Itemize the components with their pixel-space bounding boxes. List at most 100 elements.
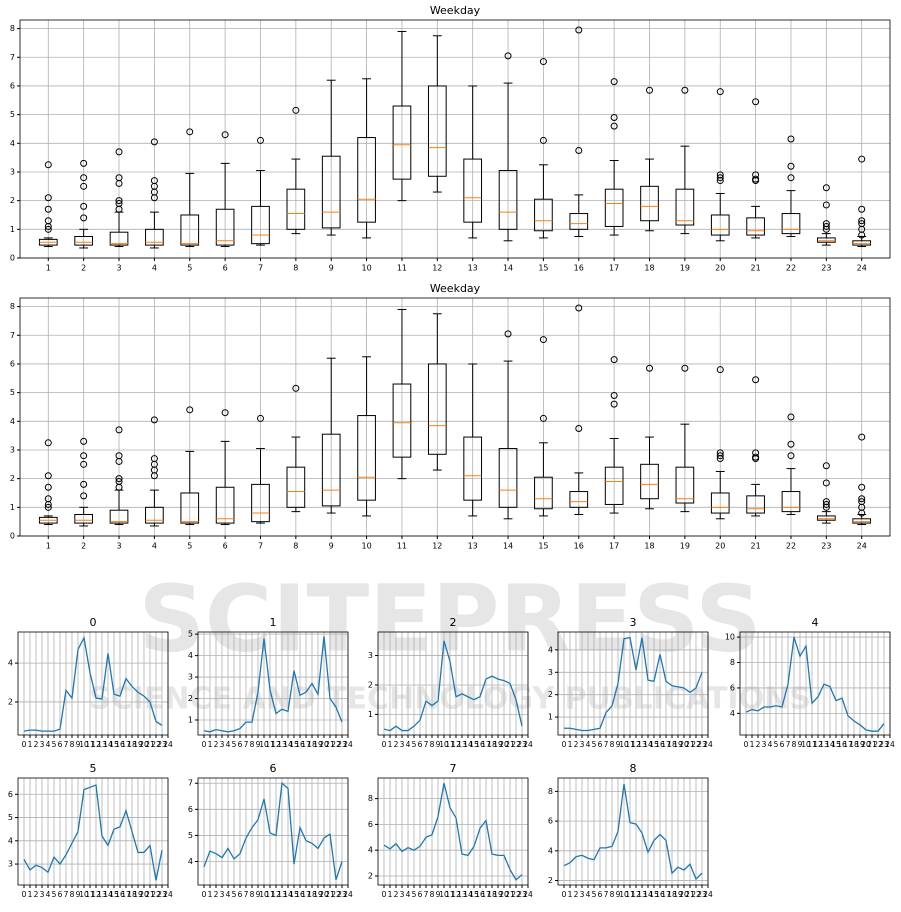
y-tick-label: 4 xyxy=(548,846,553,855)
x-tick-label: 8 xyxy=(610,890,615,899)
x-tick-label: 12 xyxy=(631,740,641,749)
outlier xyxy=(858,217,866,225)
x-tick-label: 12 xyxy=(271,740,281,749)
outlier xyxy=(80,460,88,468)
x-tick-label: 9 xyxy=(256,890,261,899)
x-tick-label: 12 xyxy=(271,890,281,899)
y-tick-label: 2 xyxy=(10,474,15,483)
box xyxy=(74,235,93,246)
plot-frame xyxy=(739,631,891,736)
box xyxy=(710,214,730,236)
outlier xyxy=(610,78,618,86)
y-tick-label: 5 xyxy=(8,813,13,822)
x-tick-label: 2 xyxy=(756,740,761,749)
y-tick-label: 2 xyxy=(548,690,553,699)
x-tick-label: 7 xyxy=(244,890,249,899)
x-tick-label: 23 xyxy=(157,890,167,899)
x-tick-label: 10 xyxy=(619,890,629,899)
outlier xyxy=(44,472,52,480)
x-tick-label: 16 xyxy=(574,542,584,551)
x-tick-label: 13 xyxy=(97,890,107,899)
y-tick-label: 7 xyxy=(10,53,15,62)
x-tick-label: 8 xyxy=(250,890,255,899)
box xyxy=(357,415,376,501)
plot-frame xyxy=(557,777,709,886)
box xyxy=(534,198,553,232)
box xyxy=(675,466,695,504)
x-tick-label: 14 xyxy=(643,740,653,749)
outlier xyxy=(80,452,88,460)
box xyxy=(357,137,376,223)
x-tick-label: 4 xyxy=(768,740,773,749)
x-tick-label: 22 xyxy=(691,740,701,749)
x-tick-label: 22 xyxy=(691,890,701,899)
x-tick-label: 20 xyxy=(499,740,509,749)
x-tick-label: 20 xyxy=(715,264,725,273)
x-tick-label: 2 xyxy=(214,740,219,749)
x-tick-label: 18 xyxy=(487,890,497,899)
outlier xyxy=(504,330,512,338)
y-tick-label: 4 xyxy=(188,857,193,866)
x-tick-label: 11 xyxy=(625,740,635,749)
x-tick-label: 24 xyxy=(163,890,173,899)
x-tick-label: 9 xyxy=(798,740,803,749)
x-tick-label: 16 xyxy=(115,740,125,749)
outlier xyxy=(787,135,795,143)
x-tick-label: 7 xyxy=(258,264,263,273)
y-tick-label: 3 xyxy=(188,673,193,682)
y-tick-label: 2 xyxy=(188,694,193,703)
x-tick-label: 22 xyxy=(786,542,796,551)
x-tick-label: 7 xyxy=(64,740,69,749)
y-tick-label: 6 xyxy=(10,81,15,90)
outlier xyxy=(610,391,618,399)
x-tick-label: 3 xyxy=(40,890,45,899)
x-tick-label: 11 xyxy=(625,890,635,899)
x-tick-label: 9 xyxy=(436,890,441,899)
outlier xyxy=(822,222,830,230)
chart-title: 2 xyxy=(450,616,457,629)
x-tick-label: 3 xyxy=(762,740,767,749)
y-tick-label: 0 xyxy=(10,532,15,541)
y-tick-label: 3 xyxy=(368,651,373,660)
y-tick-label: 4 xyxy=(548,645,553,654)
x-tick-label: 2 xyxy=(394,890,399,899)
x-tick-label: 21 xyxy=(325,890,335,899)
x-tick-label: 24 xyxy=(163,740,173,749)
x-tick-label: 10 xyxy=(801,740,811,749)
x-tick-label: 15 xyxy=(469,890,479,899)
x-tick-label: 8 xyxy=(792,740,797,749)
x-tick-label: 24 xyxy=(703,890,713,899)
x-tick-label: 8 xyxy=(70,740,75,749)
outlier xyxy=(150,177,158,185)
outlier xyxy=(80,159,88,167)
box xyxy=(463,158,483,223)
y-tick-label: 2 xyxy=(368,680,373,689)
x-tick-label: 3 xyxy=(220,890,225,899)
box xyxy=(817,237,836,243)
x-tick-label: 17 xyxy=(661,740,671,749)
x-tick-label: 5 xyxy=(187,264,192,273)
x-tick-label: 11 xyxy=(445,890,455,899)
box xyxy=(569,491,589,508)
line xyxy=(23,635,163,732)
plot-frame xyxy=(17,777,169,886)
y-tick-label: 4 xyxy=(8,659,13,668)
x-tick-label: 23 xyxy=(517,740,527,749)
outlier xyxy=(115,452,123,460)
x-tick-label: 1 xyxy=(208,890,213,899)
x-tick-label: 13 xyxy=(468,542,478,551)
x-tick-label: 23 xyxy=(337,740,347,749)
outlier xyxy=(80,437,88,445)
x-tick-label: 24 xyxy=(703,740,713,749)
box xyxy=(852,240,872,246)
x-tick-label: 14 xyxy=(463,740,473,749)
x-tick-label: 14 xyxy=(503,264,513,273)
x-tick-label: 3 xyxy=(580,740,585,749)
outlier xyxy=(44,503,52,511)
y-tick-label: 8 xyxy=(368,794,373,803)
x-tick-label: 8 xyxy=(70,890,75,899)
outlier xyxy=(716,449,724,457)
x-tick-label: 23 xyxy=(697,890,707,899)
x-tick-label: 14 xyxy=(283,740,293,749)
x-tick-label: 18 xyxy=(849,740,859,749)
